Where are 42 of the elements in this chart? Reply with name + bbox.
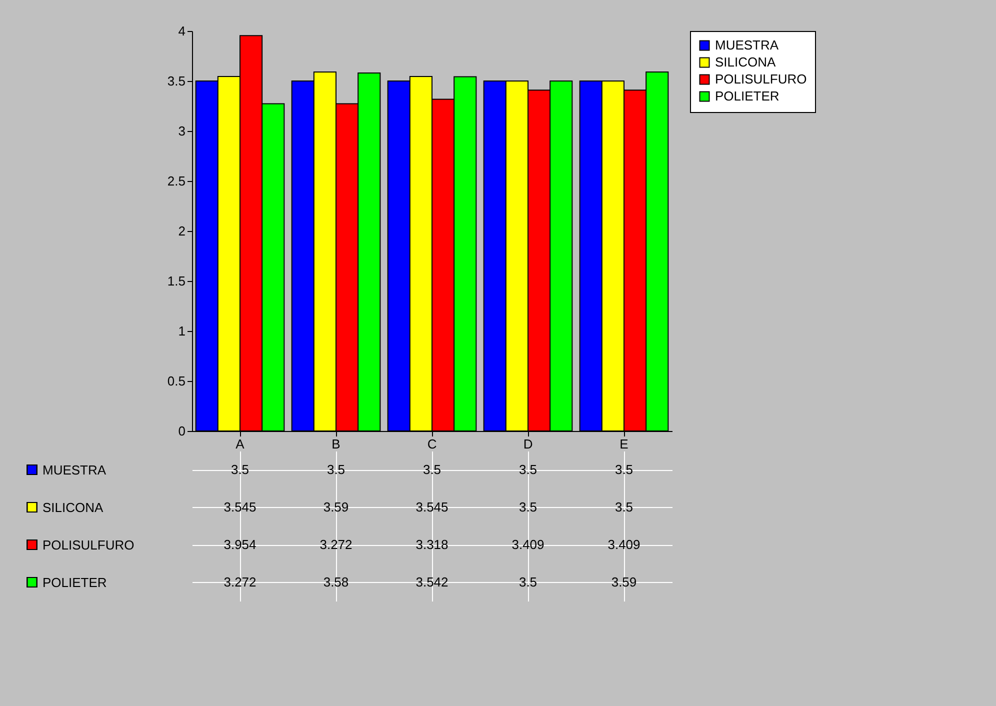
- data-label: 3.409: [608, 536, 640, 552]
- y-tick-label: 1.5: [167, 274, 186, 288]
- legend-label: POLISULFURO: [715, 72, 807, 86]
- data-label: 3.545: [416, 499, 448, 514]
- x-tick-label: E: [620, 436, 629, 452]
- legend-label: POLIETER: [715, 88, 780, 104]
- data-label: 3.318: [416, 536, 448, 552]
- text: POLIETER: [42, 574, 107, 590]
- data-label: 3.5: [518, 462, 538, 477]
- text: SILICONA: [42, 500, 104, 515]
- data-label: 3.272: [224, 574, 256, 590]
- legend-label: MUESTRA: [42, 462, 106, 478]
- data-label: 3.5: [614, 462, 634, 477]
- data-label: 3.542: [416, 574, 448, 590]
- x-tick-label: C: [427, 436, 437, 452]
- y-tick-label: 3: [178, 124, 186, 138]
- x-tick-label: A: [236, 436, 245, 452]
- data-label: 3.59: [323, 499, 349, 514]
- data-label: 3.5: [422, 462, 442, 477]
- y-tick-label: 4: [178, 24, 186, 38]
- text: POLISULFURO: [42, 537, 134, 552]
- y-tick-label: 2: [178, 224, 186, 238]
- legend-label: SILICONA: [715, 54, 776, 70]
- data-label: 3.58: [323, 574, 349, 590]
- text: MUESTRA: [715, 38, 779, 52]
- data-label: 3.954: [224, 536, 256, 552]
- x-tick-label: D: [523, 436, 533, 452]
- y-tick-label: 2.5: [167, 174, 186, 188]
- data-label: 3.59: [611, 574, 637, 590]
- data-label: 3.409: [512, 536, 544, 552]
- data-label: 3.272: [320, 536, 352, 552]
- y-tick-label: 0.5: [167, 374, 186, 388]
- y-tick-label: 3.5: [167, 74, 186, 88]
- y-tick-label: 1: [178, 324, 186, 338]
- data-label: 3.5: [326, 462, 346, 477]
- x-tick-label: B: [332, 436, 340, 452]
- data-label: 3.545: [224, 499, 256, 514]
- data-label: 3.5: [518, 499, 538, 514]
- y-tick-label: 0: [178, 424, 186, 438]
- data-label: 3.5: [230, 462, 250, 477]
- data-label: 3.5: [614, 499, 634, 514]
- data-label: 3.5: [518, 574, 538, 590]
